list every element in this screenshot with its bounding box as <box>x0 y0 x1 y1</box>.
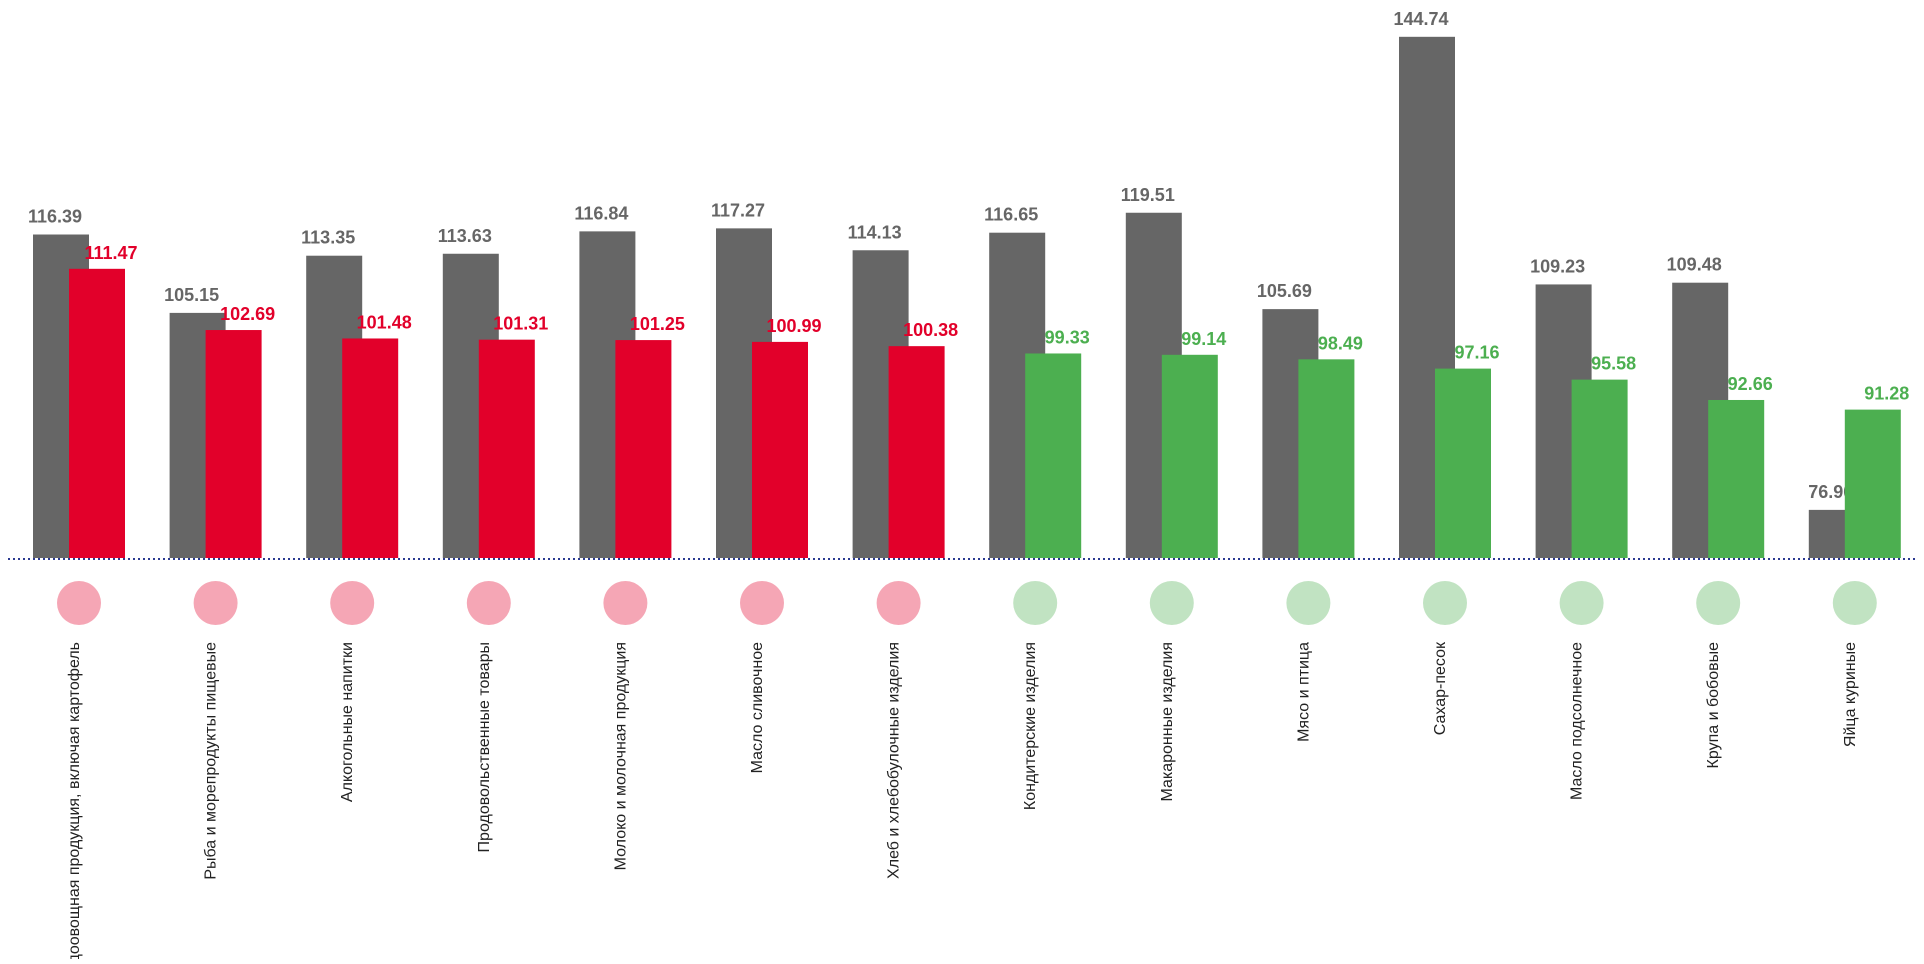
bar <box>342 338 398 558</box>
page: 116.39111.47 Плодоовощная продукция, вклю… <box>0 0 1924 964</box>
category-icon <box>1150 581 1194 625</box>
bar <box>1845 410 1901 558</box>
value-label: 91.28 <box>1864 384 1909 404</box>
x-tick-label: Сахар-песок <box>1432 641 1449 735</box>
category-icon <box>57 581 101 625</box>
value-label: 114.13 <box>848 222 902 242</box>
category-icon <box>1286 581 1330 625</box>
x-tick-label: Макаронные изделия <box>1159 642 1176 802</box>
chart: 116.39111.47 Плодоовощная продукция, вклю… <box>0 0 1924 959</box>
x-tick-label: Крупа и бобовые <box>1705 642 1722 769</box>
category-icon <box>1013 581 1057 625</box>
category-icon <box>1423 581 1467 625</box>
value-label: 116.65 <box>984 205 1038 225</box>
value-label: 116.39 <box>28 207 82 227</box>
value-label: 113.63 <box>438 226 492 246</box>
x-tick-label: Кондитерские изделия <box>1022 642 1039 810</box>
category-icon <box>1560 581 1604 625</box>
x-tick-label: Масло подсолнечное <box>1569 642 1586 800</box>
x-tick-label: Мясо и птица <box>1295 642 1312 742</box>
value-label: 97.16 <box>1454 343 1499 363</box>
x-tick-label: Продовольственные товары <box>476 642 493 852</box>
bar <box>479 340 535 558</box>
value-label: 144.74 <box>1393 9 1448 29</box>
value-label: 109.48 <box>1667 255 1722 275</box>
value-label: 99.14 <box>1181 329 1226 349</box>
category-icon <box>740 581 784 625</box>
category-icon <box>1833 581 1877 625</box>
category-icon <box>194 581 238 625</box>
value-label: 111.47 <box>84 243 137 263</box>
category-icon <box>467 581 511 625</box>
category-icon <box>877 581 921 625</box>
bar <box>206 330 262 558</box>
bar <box>1025 353 1081 558</box>
x-tick-label: Хлеб и хлебобулочные изделия <box>886 642 903 879</box>
x-tick-label: Рыба и морепродукты пищевые <box>203 642 220 880</box>
bar <box>1572 380 1628 558</box>
bar <box>752 342 808 558</box>
category-icon <box>1696 581 1740 625</box>
value-label: 116.84 <box>574 203 628 223</box>
value-label: 95.58 <box>1591 354 1636 374</box>
bar <box>1708 400 1764 558</box>
value-label: 102.69 <box>220 304 275 324</box>
bar <box>1298 359 1354 558</box>
value-label: 119.51 <box>1121 185 1175 205</box>
bar <box>1162 355 1218 558</box>
value-label: 99.33 <box>1045 327 1090 347</box>
value-label: 101.31 <box>493 314 548 334</box>
category-icon <box>603 581 647 625</box>
value-label: 100.99 <box>766 316 821 336</box>
value-label: 105.15 <box>164 285 219 305</box>
value-label: 100.38 <box>903 320 958 340</box>
value-label: 105.69 <box>1257 281 1312 301</box>
value-label: 101.25 <box>630 314 685 334</box>
bar <box>889 346 945 558</box>
bar <box>1435 369 1491 558</box>
bar <box>615 340 671 558</box>
value-label: 101.48 <box>357 312 412 332</box>
x-tick-label: Плодоовощная продукция, включая картофел… <box>66 642 83 959</box>
value-label: 113.35 <box>301 228 355 248</box>
x-tick-label: Масло сливочное <box>749 642 766 773</box>
value-label: 109.23 <box>1530 256 1585 276</box>
value-label: 92.66 <box>1728 374 1773 394</box>
value-label: 98.49 <box>1318 333 1363 353</box>
x-tick-label: Алкогольные напитки <box>339 642 356 802</box>
x-tick-label: Яйца куриные <box>1842 642 1859 747</box>
bar <box>69 269 125 558</box>
value-label: 117.27 <box>711 200 765 220</box>
x-tick-label: Молоко и молочная продукция <box>612 642 629 870</box>
category-icon <box>330 581 374 625</box>
